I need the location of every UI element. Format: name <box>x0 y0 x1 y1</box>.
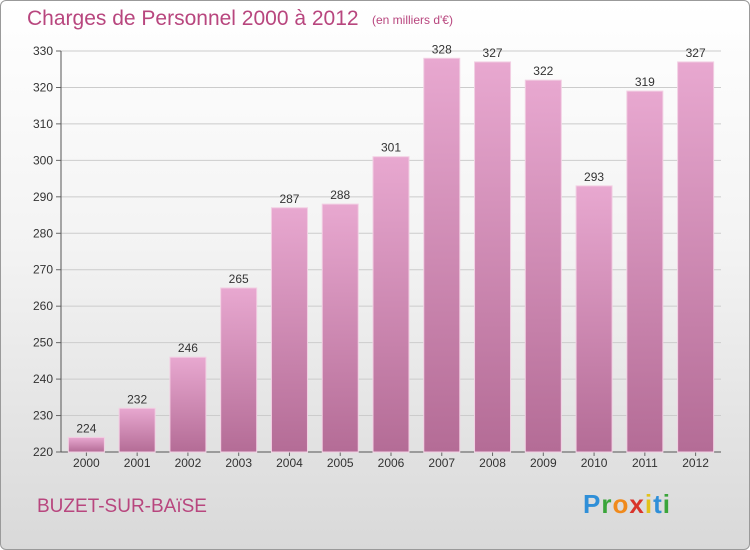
logo-letter: t <box>653 489 663 519</box>
x-tick-label: 2000 <box>73 456 100 470</box>
logo-letter: r <box>601 489 613 519</box>
y-tick-label: 220 <box>33 445 53 459</box>
data-label: 327 <box>483 46 503 60</box>
bar <box>626 90 664 453</box>
bar <box>270 207 308 453</box>
x-tick-label: 2002 <box>175 456 202 470</box>
x-tick-label: 2010 <box>581 456 608 470</box>
chart-title: Charges de Personnel 2000 à 2012 <box>27 7 359 30</box>
x-tick-label: 2009 <box>530 456 557 470</box>
y-tick-label: 280 <box>33 226 53 240</box>
data-label: 246 <box>178 341 198 355</box>
bar <box>321 203 359 453</box>
y-tick-label: 260 <box>33 299 53 313</box>
y-tick-label: 230 <box>33 409 53 423</box>
bar <box>575 185 613 453</box>
labels: 224 2000 232 2001 246 2002 265 2003 287 2004 288 20… <box>73 42 709 470</box>
x-tick-label: 2012 <box>682 456 709 470</box>
bar <box>423 57 461 453</box>
y-tick-label: 310 <box>33 117 53 131</box>
data-label: 327 <box>686 46 706 60</box>
y-tick-label: 300 <box>33 153 53 167</box>
bar <box>169 356 207 453</box>
data-label: 293 <box>584 170 604 184</box>
logo-letter: x <box>629 489 645 519</box>
y-tick-label: 270 <box>33 263 53 277</box>
logo-letter: i <box>644 489 654 519</box>
x-tick-label: 2001 <box>124 456 151 470</box>
bar <box>474 61 512 453</box>
bar <box>677 61 715 453</box>
x-tick-label: 2007 <box>428 456 455 470</box>
bar <box>220 287 258 453</box>
logo-letter: i <box>662 489 671 519</box>
data-label: 319 <box>635 75 655 89</box>
data-label: 232 <box>127 392 147 406</box>
y-tick-label: 320 <box>33 80 53 94</box>
logo-letter: P <box>583 489 602 519</box>
bar <box>67 436 105 453</box>
x-tick-label: 2003 <box>225 456 252 470</box>
x-tick-label: 2006 <box>378 456 405 470</box>
x-tick-label: 2008 <box>479 456 506 470</box>
data-label: 328 <box>432 42 452 56</box>
chart-subtitle: (en milliers d'€) <box>372 13 453 27</box>
data-label: 287 <box>279 192 299 206</box>
data-label: 322 <box>533 64 553 78</box>
y-tick-label: 330 <box>33 44 53 58</box>
bar <box>524 79 562 453</box>
logo-letter: o <box>612 489 630 519</box>
data-label: 265 <box>229 272 249 286</box>
y-tick-label: 250 <box>33 336 53 350</box>
x-tick-label: 2005 <box>327 456 354 470</box>
x-tick-label: 2004 <box>276 456 303 470</box>
y-tick-label: 240 <box>33 372 53 386</box>
axes: 220 230 240 250 260 270 280 290 300 310 320 330 <box>33 44 721 459</box>
x-tick-label: 2011 <box>632 456 658 470</box>
place-name: BUZET-SUR-BAïSE <box>37 496 207 517</box>
data-label: 288 <box>330 188 350 202</box>
proxiti-logo: Proxiti <box>583 489 671 520</box>
data-label: 224 <box>76 421 96 435</box>
y-tick-label: 290 <box>33 190 53 204</box>
bars <box>67 57 715 453</box>
bar <box>372 156 410 453</box>
bar <box>118 407 156 453</box>
data-label: 301 <box>381 141 401 155</box>
